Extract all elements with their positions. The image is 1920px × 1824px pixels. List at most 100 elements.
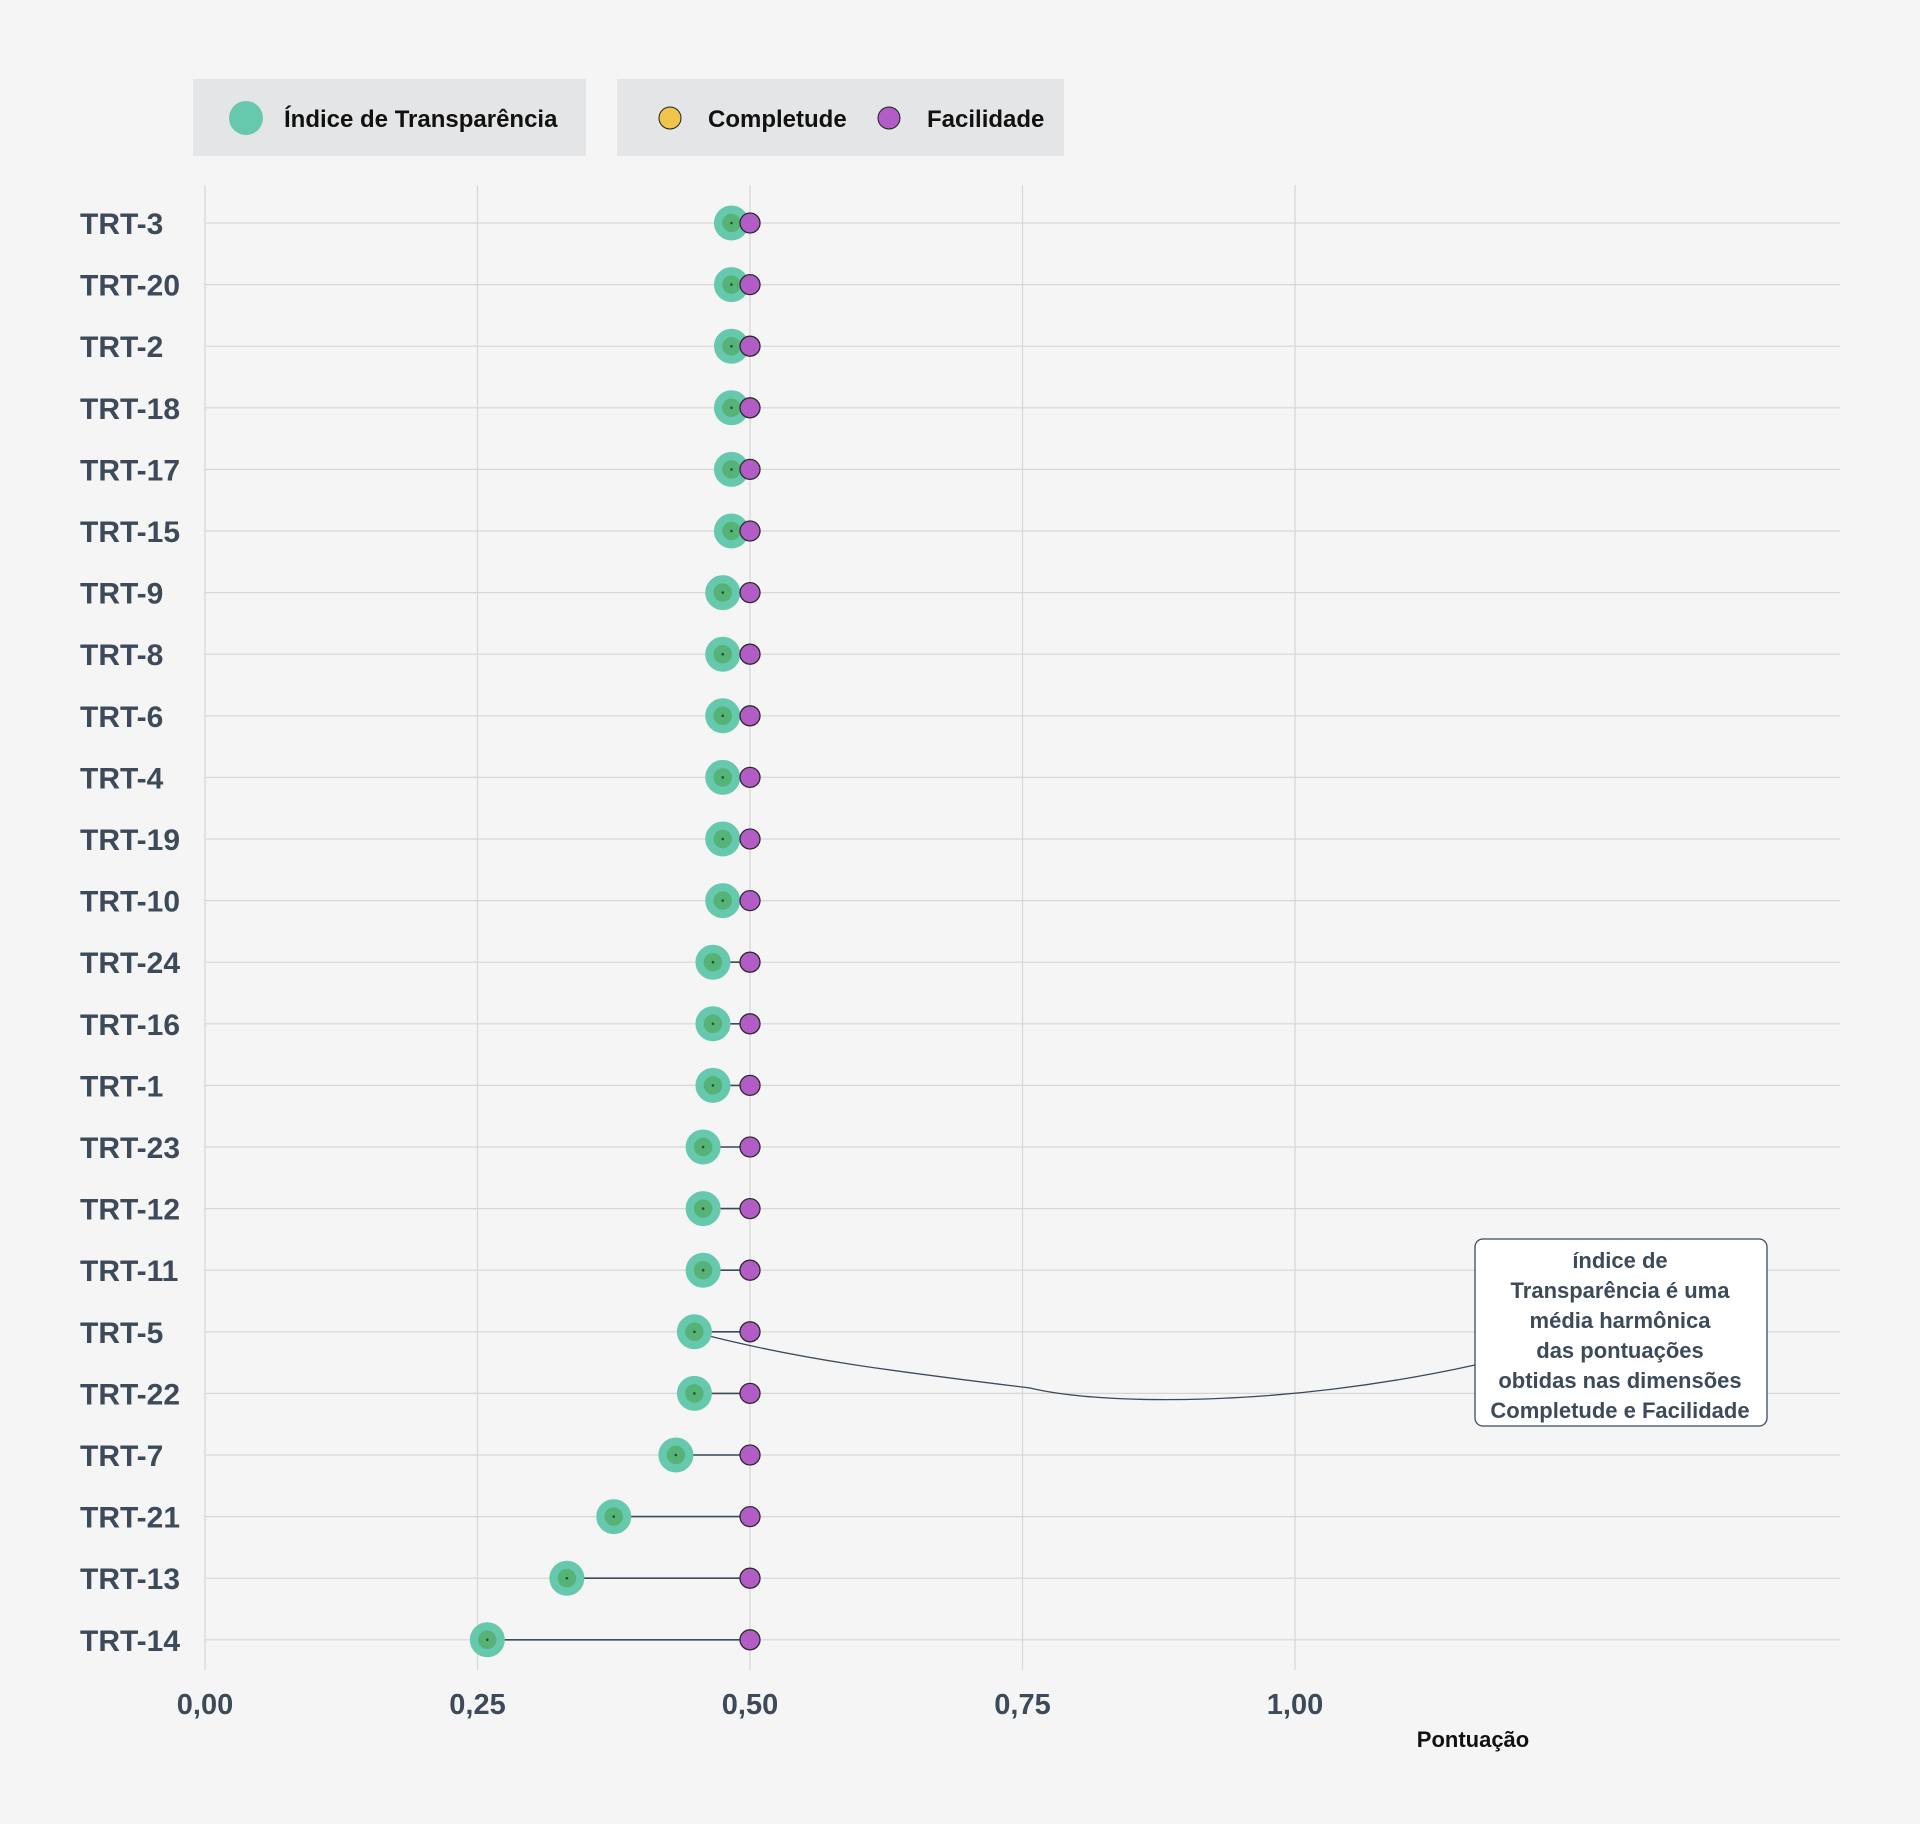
x-gridlines (204, 185, 1296, 1670)
annotation-box: índice de Transparência é uma média harmôn… (1474, 1238, 1768, 1427)
x-tick-label: 0,50 (722, 1689, 778, 1721)
annotation-line: das pontuações (1536, 1338, 1703, 1363)
legend-completude-marker (658, 106, 682, 130)
facilidade-point-trt-18 (739, 397, 761, 419)
annotation-connector (694, 1329, 1476, 1401)
completude-center-trt-17 (730, 468, 733, 471)
y-axis-labels: TRT-3 TRT-20 TRT-2 TRT-18 TRT-17 TRT-15 TRT-9 T… (80, 208, 180, 1658)
facilidade-point-trt-19 (739, 828, 761, 850)
legend-completude-label: Completude (708, 106, 847, 133)
y-label-trt-11: TRT-11 (80, 1255, 178, 1288)
facilidade-point-trt-2 (739, 335, 761, 357)
completude-center-trt-11 (701, 1268, 705, 1272)
y-label-trt-7: TRT-7 (80, 1440, 163, 1473)
completude-center-trt-4 (721, 776, 725, 779)
facilidade-point-trt-16 (739, 1013, 761, 1035)
facilidade-point-trt-13 (739, 1567, 761, 1589)
completude-center-trt-15 (730, 529, 733, 533)
facilidade-point-trt-11 (739, 1259, 761, 1281)
completude-center-trt-19 (721, 837, 725, 841)
completude-center-trt-20 (730, 283, 733, 286)
facilidade-point-trt-1 (739, 1074, 761, 1097)
facilidade-point-trt-4 (739, 766, 761, 789)
y-label-trt-14: TRT-14 (80, 1625, 180, 1658)
annotation-curve (696, 1332, 1476, 1401)
y-label-trt-16: TRT-16 (80, 1009, 180, 1042)
facilidade-point-trt-22 (739, 1382, 761, 1405)
completude-center-trt-23 (701, 1145, 705, 1149)
completude-center-trt-13 (565, 1576, 569, 1580)
facilidade-point-trt-12 (739, 1197, 761, 1220)
y-label-trt-13: TRT-13 (80, 1563, 180, 1596)
legend-facilidade-label: Facilidade (927, 106, 1044, 133)
x-tick-label: 1,00 (1267, 1689, 1323, 1721)
completude-center-trt-7 (674, 1453, 678, 1457)
facilidade-point-trt-5 (739, 1321, 761, 1343)
y-label-trt-24: TRT-24 (80, 947, 180, 980)
facilidade-point-trt-20 (739, 273, 761, 296)
legend-index-label: Índice de Transparência (284, 105, 558, 133)
facilidade-point-trt-3 (739, 212, 761, 234)
facilidade-point-trt-17 (739, 458, 761, 481)
completude-center-trt-5 (693, 1330, 696, 1334)
y-label-trt-1: TRT-1 (80, 1070, 163, 1103)
y-label-trt-21: TRT-21 (80, 1502, 180, 1535)
y-label-trt-20: TRT-20 (80, 270, 180, 303)
facilidade-point-trt-14 (739, 1629, 761, 1651)
y-label-trt-10: TRT-10 (80, 886, 180, 919)
completude-center-trt-3 (730, 221, 733, 225)
completude-center-trt-8 (721, 652, 725, 656)
facilidade-point-trt-8 (739, 643, 761, 665)
dumbbell-segments (487, 222, 750, 1641)
y-label-trt-19: TRT-19 (80, 824, 180, 857)
y-label-trt-5: TRT-5 (80, 1317, 163, 1350)
completude-center-trt-18 (730, 406, 733, 410)
completude-center-trt-16 (711, 1022, 715, 1026)
facilidade-point-trt-10 (739, 889, 761, 912)
y-label-trt-23: TRT-23 (80, 1132, 180, 1165)
completude-center-trt-22 (693, 1392, 696, 1395)
y-label-trt-4: TRT-4 (80, 762, 164, 795)
facilidade-point-trt-7 (739, 1444, 761, 1466)
completude-center-trt-12 (701, 1207, 705, 1210)
completude-center-trt-24 (711, 960, 715, 964)
completude-center-trt-6 (721, 714, 725, 718)
annotation-line: Transparência é uma (1511, 1278, 1731, 1303)
x-tick-label: 0,25 (449, 1689, 505, 1721)
y-label-trt-17: TRT-17 (80, 454, 180, 487)
y-label-trt-15: TRT-15 (80, 516, 180, 549)
facilidade-point-trt-6 (739, 705, 761, 727)
completude-center-trt-21 (612, 1515, 616, 1518)
y-label-trt-2: TRT-2 (80, 331, 163, 364)
legend-index-marker (229, 101, 263, 135)
legend: Índice de Transparência Completude Facil… (193, 79, 1064, 156)
x-tick-label: 0,00 (177, 1689, 233, 1721)
annotation-frame (1474, 1238, 1768, 1427)
annotation-line: índice de (1572, 1248, 1667, 1273)
y-label-trt-6: TRT-6 (80, 701, 163, 734)
facilidade-point-trt-23 (739, 1136, 761, 1158)
y-label-trt-3: TRT-3 (80, 208, 163, 241)
facilidade-point-trt-9 (739, 581, 761, 604)
y-label-trt-9: TRT-9 (80, 578, 163, 611)
x-axis-title: Pontuação (1417, 1727, 1529, 1752)
annotation-line: média harmônica (1530, 1308, 1712, 1333)
annotation-line: obtidas nas dimensões (1498, 1368, 1741, 1393)
completude-center-trt-1 (711, 1084, 715, 1087)
facilidade-point-trt-24 (739, 951, 761, 973)
y-label-trt-22: TRT-22 (80, 1378, 180, 1411)
y-label-trt-18: TRT-18 (80, 393, 180, 426)
legend-facilidade-marker (877, 106, 901, 130)
legend-box-dimensions (617, 79, 1064, 156)
completude-center-trt-2 (730, 344, 733, 348)
annotation-line: Completude e Facilidade (1490, 1398, 1749, 1423)
y-label-trt-12: TRT-12 (80, 1194, 180, 1227)
completude-center-trt-10 (721, 899, 725, 902)
y-label-trt-8: TRT-8 (80, 639, 163, 672)
x-axis-labels: 0,00 0,25 0,50 0,75 1,00 (177, 1689, 1323, 1721)
x-tick-label: 0,75 (994, 1689, 1050, 1721)
completude-center-trt-9 (721, 591, 725, 594)
facilidade-point-trt-21 (739, 1505, 761, 1528)
completude-center-trt-14 (486, 1638, 489, 1642)
